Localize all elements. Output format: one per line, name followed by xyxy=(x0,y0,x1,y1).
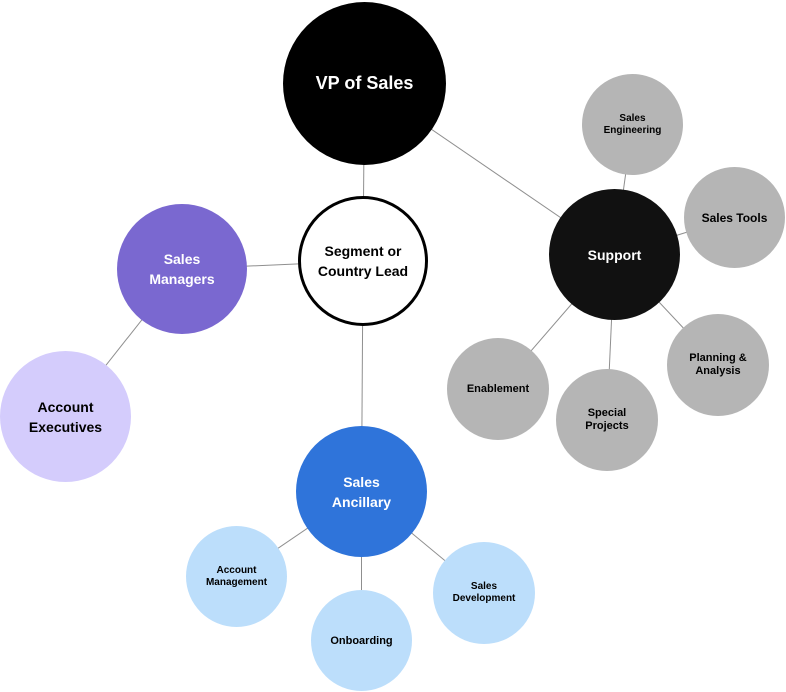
node-vp-of-sales: VP of Sales xyxy=(283,2,446,165)
node-label-sales-development: Sales Development xyxy=(452,581,516,604)
node-sales-development: Sales Development xyxy=(433,542,535,644)
node-segment-lead: Segment or Country Lead xyxy=(298,196,428,326)
node-enablement: Enablement xyxy=(447,338,549,440)
node-sales-tools: Sales Tools xyxy=(684,167,785,268)
node-account-management: Account Management xyxy=(186,526,287,627)
node-sales-engineering: Sales Engineering xyxy=(582,74,683,175)
node-label-vp-of-sales: VP of Sales xyxy=(315,73,414,93)
node-label-segment-lead: Segment or Country Lead xyxy=(317,243,409,279)
node-special-projects: Special Projects xyxy=(556,369,658,471)
node-label-sales-managers: Sales Managers xyxy=(149,251,215,287)
node-label-sales-tools: Sales Tools xyxy=(701,210,768,225)
node-label-onboarding: Onboarding xyxy=(330,634,393,647)
node-label-account-executives: Account Executives xyxy=(28,398,103,435)
node-label-sales-engineering: Sales Engineering xyxy=(603,112,662,136)
node-sales-managers: Sales Managers xyxy=(117,204,247,334)
node-account-executives: Account Executives xyxy=(0,351,131,482)
node-label-special-projects: Special Projects xyxy=(585,407,629,432)
node-label-account-management: Account Management xyxy=(205,564,268,588)
node-onboarding: Onboarding xyxy=(311,590,412,691)
node-label-enablement: Enablement xyxy=(466,382,530,395)
node-label-sales-ancillary: Sales Ancillary xyxy=(331,473,392,510)
node-label-support: Support xyxy=(587,246,642,263)
node-label-planning-analysis: Planning & Analysis xyxy=(689,352,747,377)
node-support: Support xyxy=(549,189,680,320)
node-sales-ancillary: Sales Ancillary xyxy=(296,426,427,557)
node-planning-analysis: Planning & Analysis xyxy=(667,314,769,416)
